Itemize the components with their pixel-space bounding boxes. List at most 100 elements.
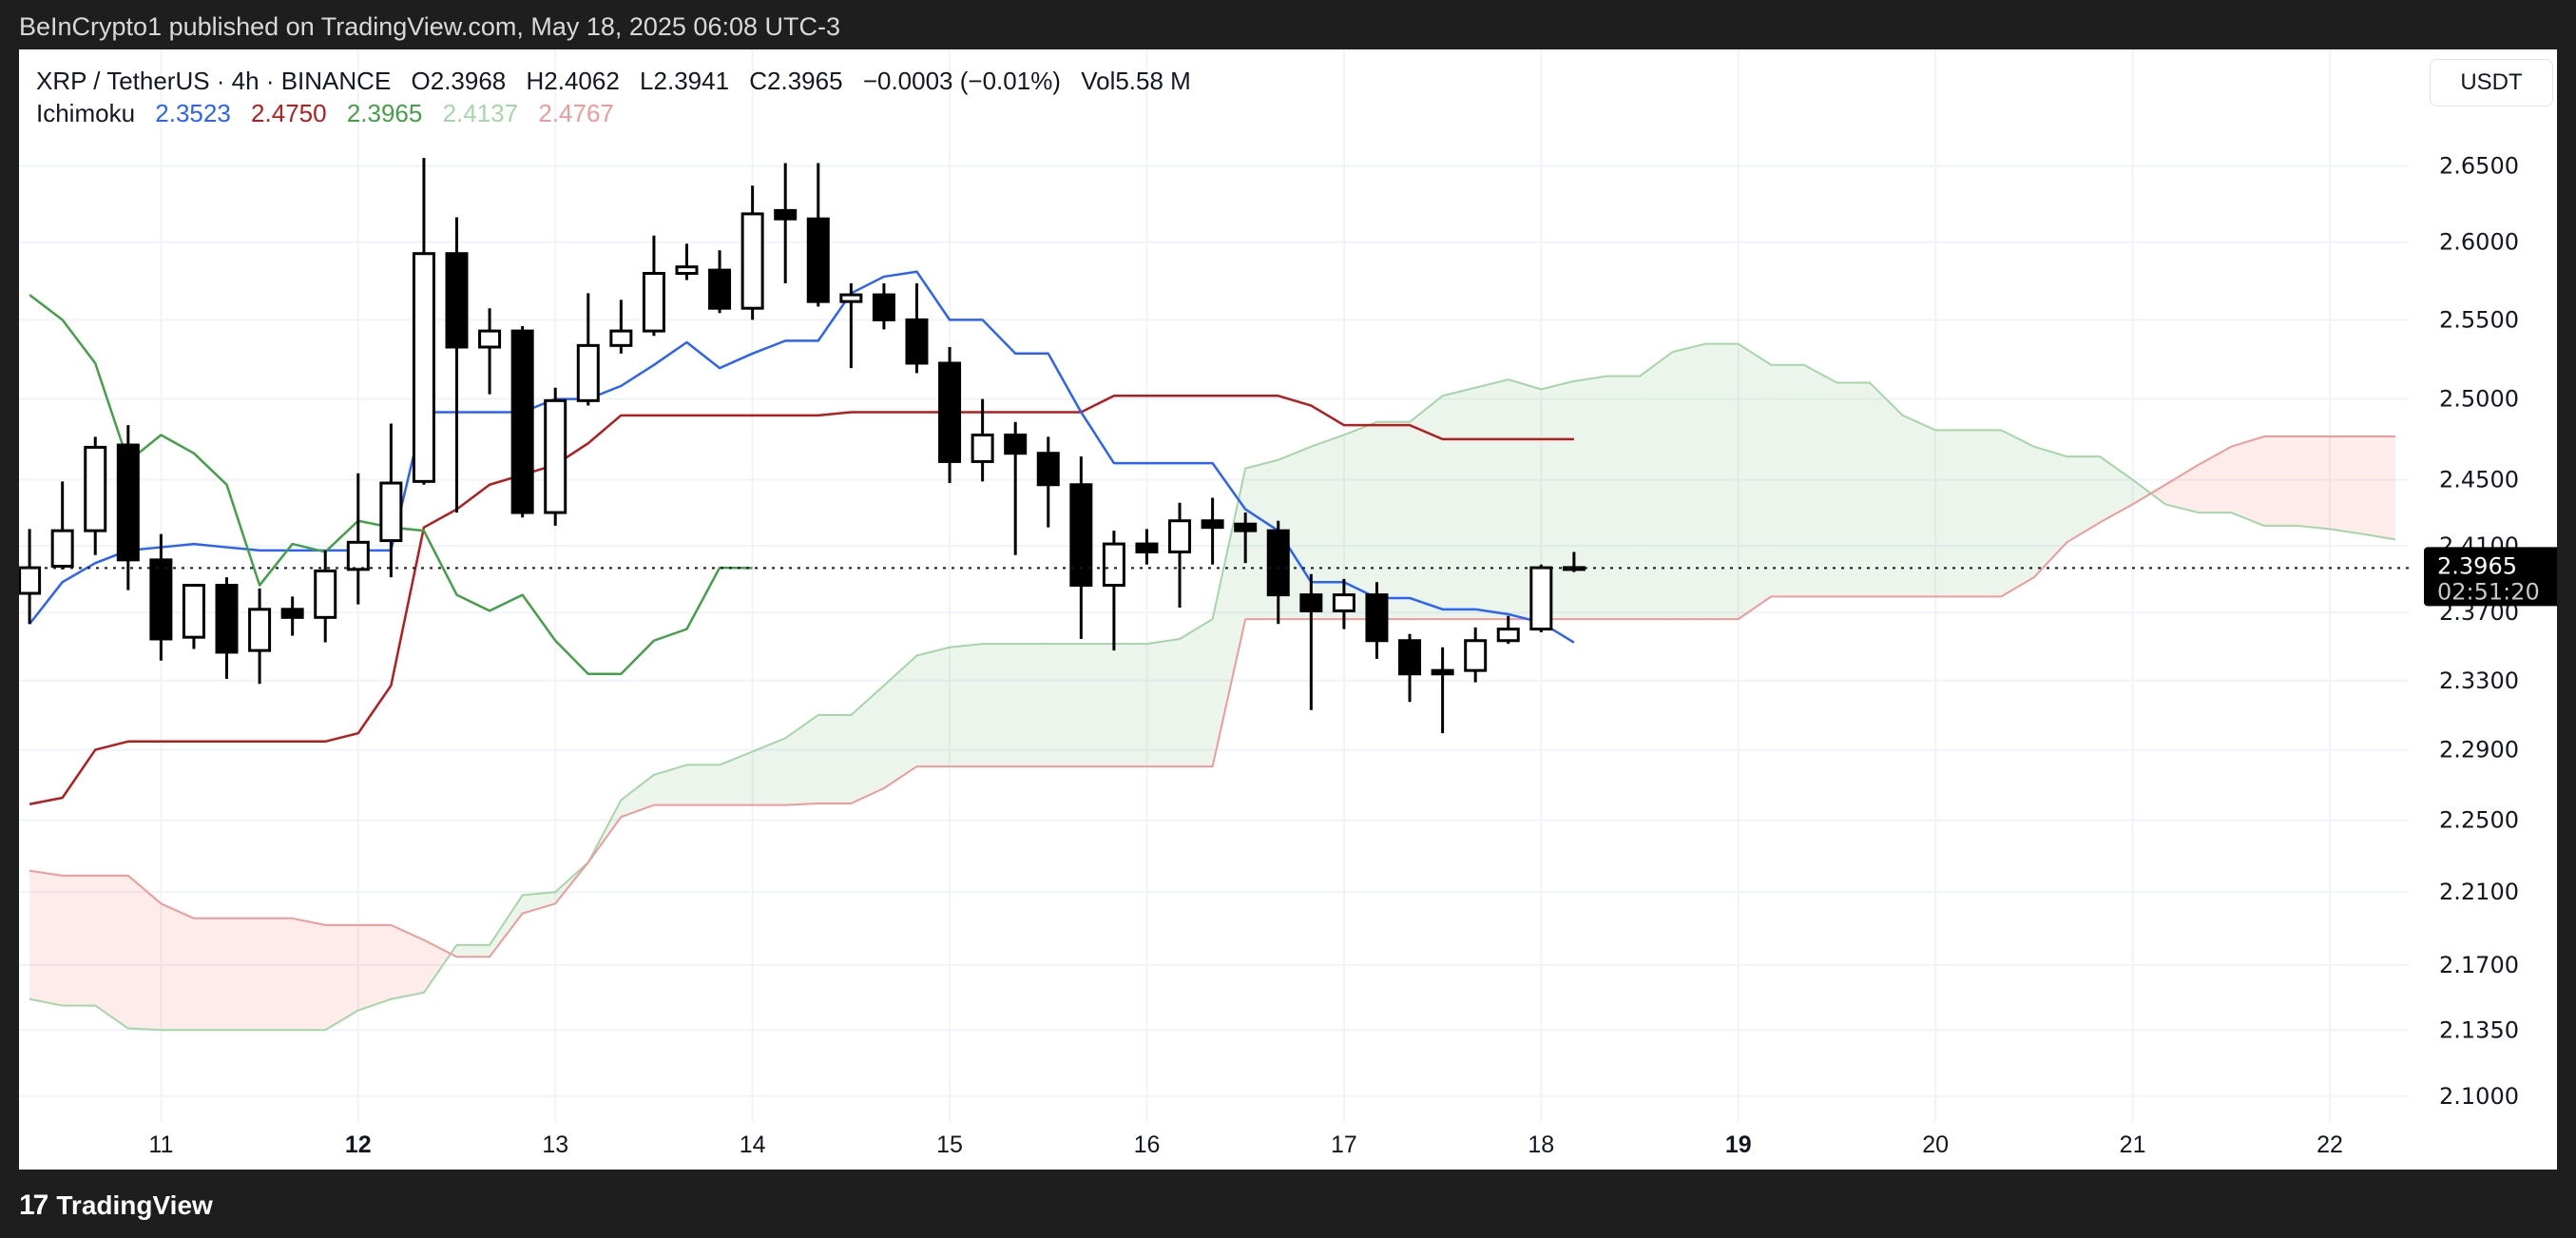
candle-body-up: [248, 608, 272, 652]
cloud-segment: [851, 686, 884, 803]
indicator-legend: Ichimoku 2.3523 2.4750 2.3965 2.4137 2.4…: [36, 99, 627, 128]
cloud-segment: [1376, 421, 1411, 620]
candle: [379, 423, 403, 578]
bar-countdown: 02:51:20: [2437, 578, 2540, 605]
price-tick-label: 2.1000: [2439, 1083, 2519, 1110]
currency-unit-button[interactable]: USDT: [2430, 59, 2553, 106]
price-tick-label: 2.2500: [2439, 807, 2519, 834]
price-chart[interactable]: 2.65002.60002.55002.50002.45002.41002.37…: [19, 49, 2557, 1170]
candle: [510, 325, 534, 518]
cloud-segment: [292, 918, 326, 1031]
candle-body-down: [1431, 668, 1454, 676]
price-tick-label: 2.6500: [2439, 153, 2519, 180]
time-tick-label: 15: [936, 1132, 963, 1158]
candle: [708, 250, 732, 314]
candle-body-up: [642, 272, 665, 333]
time-tick-label: 17: [1331, 1132, 1357, 1158]
candle-body-up: [19, 566, 42, 595]
price-tick-label: 2.4500: [2439, 467, 2519, 493]
cloud-segment: [1803, 364, 1837, 597]
candle-body-down: [149, 558, 173, 641]
candle: [1234, 513, 1258, 564]
time-tick-label: 13: [542, 1132, 568, 1158]
candle-body-up: [314, 569, 337, 619]
candle: [1069, 456, 1093, 639]
cloud-segment: [2362, 436, 2396, 540]
span-a-value: 2.4137: [442, 99, 519, 127]
cloud-segment: [621, 774, 654, 818]
candle-body-down: [774, 208, 798, 221]
candle: [478, 308, 502, 395]
price-tick-label: 2.5500: [2439, 306, 2519, 333]
cloud-segment: [423, 939, 452, 993]
cloud-segment: [2067, 456, 2101, 543]
price-tick-label: 2.1700: [2439, 952, 2519, 978]
candle: [1431, 647, 1454, 734]
price-change: −0.0003 (−0.01%): [862, 67, 1061, 95]
candle-body-up: [609, 329, 633, 347]
publish-info: BeInCrypto1 published on TradingView.com…: [19, 12, 840, 41]
cloud-segment: [1410, 396, 1443, 620]
candle-body-down: [116, 443, 140, 562]
cloud-segment: [2297, 436, 2330, 530]
cloud-segment: [2231, 436, 2264, 526]
candle: [1332, 578, 1355, 629]
cloud-segment: [29, 870, 63, 1006]
candle-body-up: [740, 212, 764, 310]
candle: [576, 293, 600, 406]
cloud-segment: [490, 895, 523, 958]
candle: [346, 473, 370, 605]
cloud-segment: [883, 655, 917, 788]
candle-body-down: [510, 329, 534, 514]
cloud-segment: [2033, 446, 2067, 578]
candle: [1004, 421, 1028, 555]
cloud-segment: [2132, 479, 2151, 505]
candle: [1036, 436, 1060, 528]
candle: [905, 282, 929, 374]
symbol-title[interactable]: XRP / TetherUS · 4h · BINANCE: [36, 67, 392, 95]
cloud-segment: [1180, 619, 1213, 767]
candle: [971, 398, 994, 482]
candle-body-up: [1496, 628, 1520, 643]
candle: [839, 282, 863, 369]
candle: [1464, 627, 1488, 683]
candle: [19, 529, 42, 625]
cloud-segment: [522, 892, 556, 914]
candle-body-up: [478, 329, 502, 349]
candle-body-up: [182, 584, 205, 639]
candle-body-down: [872, 293, 895, 321]
time-tick-label: 16: [1134, 1132, 1161, 1158]
tradingview-logo-text: TradingView: [56, 1190, 213, 1220]
candle-body-down: [1266, 529, 1290, 597]
cloud-segment: [1442, 387, 1476, 620]
cloud-segment: [1475, 379, 1509, 620]
candle: [1562, 551, 1586, 572]
chikou-value: 2.3965: [346, 99, 423, 127]
kijun-line: [29, 395, 1574, 805]
footer-logo[interactable]: 17 TradingView: [19, 1187, 213, 1225]
indicator-name[interactable]: Ichimoku: [36, 99, 136, 127]
candle: [149, 533, 173, 661]
cloud-segment: [752, 738, 786, 805]
cloud-segment: [357, 924, 392, 1011]
cloud-segment: [1606, 376, 1641, 620]
candle-body-down: [708, 268, 732, 310]
candle: [412, 158, 435, 485]
cloud-segment: [1311, 435, 1344, 620]
candle: [215, 577, 239, 679]
time-tick-label: 12: [345, 1132, 372, 1158]
time-tick-label: 18: [1528, 1132, 1554, 1158]
price-tick-label: 2.2100: [2439, 879, 2519, 905]
chart-panel[interactable]: 2.6500 2.6000 2.5500 2.5000 2.4500 2.4100 2.37…: [19, 49, 2557, 1170]
candle: [806, 163, 830, 307]
candle-body-up: [576, 343, 600, 402]
cloud-segment: [161, 903, 194, 1031]
candle-body-up: [1332, 593, 1355, 612]
candle: [1365, 582, 1389, 659]
cloud-segment: [1738, 343, 1772, 620]
cloud-segment: [260, 918, 293, 1031]
cloud-segment: [2165, 464, 2199, 513]
cloud-segment: [1836, 382, 1871, 597]
candle: [182, 583, 205, 649]
